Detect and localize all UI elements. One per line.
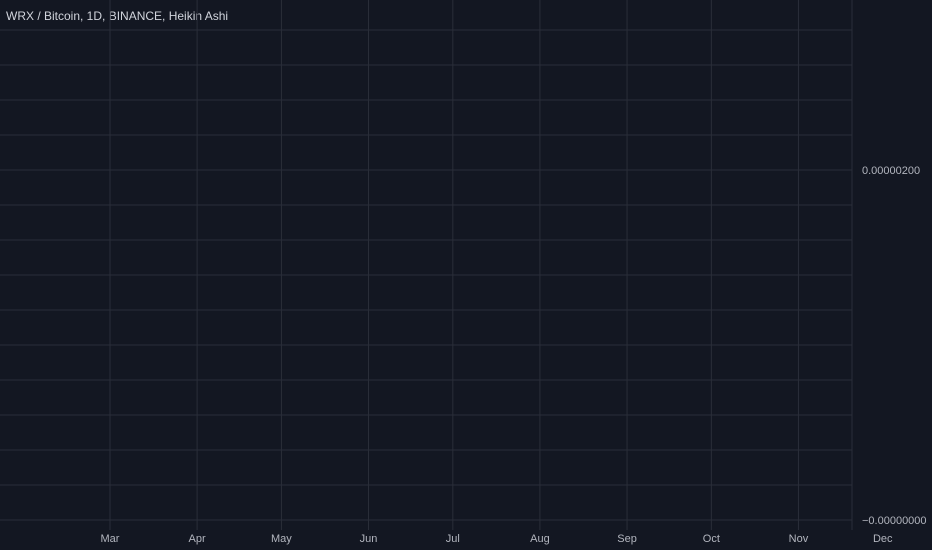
- x-tick-label: Mar: [101, 533, 120, 545]
- y-tick-label: −0.00000000: [862, 515, 927, 527]
- x-tick-label: Sep: [617, 533, 637, 545]
- x-tick-label: Nov: [789, 533, 809, 545]
- price-axis: [852, 0, 932, 550]
- x-tick-label: Aug: [530, 533, 550, 545]
- x-tick-label: May: [271, 533, 292, 545]
- x-tick-label: Apr: [189, 533, 206, 545]
- x-tick-label: Oct: [703, 533, 720, 545]
- x-tick-label: Jul: [446, 533, 460, 545]
- y-tick-label: 0.00000200: [862, 165, 920, 177]
- x-tick-label: Dec: [873, 533, 893, 545]
- x-tick-label: Jun: [360, 533, 378, 545]
- chart-title: WRX / Bitcoin, 1D, BINANCE, Heikin Ashi: [6, 9, 229, 23]
